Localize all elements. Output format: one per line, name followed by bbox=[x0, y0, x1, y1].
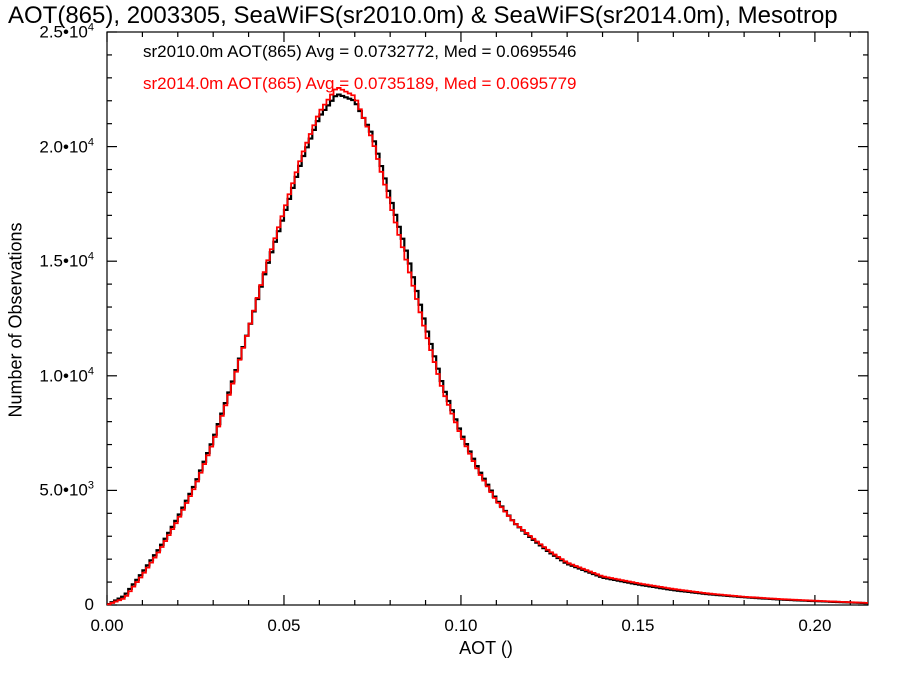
x-tick-label: 0.20 bbox=[798, 616, 832, 635]
legend-entry-series-1: sr2010.0m AOT(865) Avg = 0.0732772, Med … bbox=[143, 42, 577, 61]
y-tick-label: 5.0•103 bbox=[39, 480, 94, 500]
y-tick-label: 1.5•104 bbox=[39, 250, 94, 271]
x-tick-label: 0.15 bbox=[621, 616, 655, 635]
x-axis-label: AOT () bbox=[459, 638, 513, 658]
histogram-series-1 bbox=[107, 93, 868, 606]
y-axis-label: Number of Observations bbox=[5, 222, 26, 418]
chart-title: AOT(865), 2003305, SeaWiFS(sr2010.0m) & … bbox=[8, 2, 838, 29]
series-group bbox=[107, 87, 868, 606]
y-tick-label: 2.0•104 bbox=[39, 136, 94, 156]
axis-ticks bbox=[106, 31, 868, 606]
x-tick-label: 0.05 bbox=[267, 616, 301, 635]
y-tick-label: 1.0•104 bbox=[39, 365, 94, 386]
y-tick-label: 2.5•104 bbox=[39, 21, 94, 42]
x-tick-label: 0.00 bbox=[90, 616, 124, 635]
x-tick-label: 0.10 bbox=[444, 616, 478, 635]
plot-frame bbox=[106, 31, 869, 606]
y-tick-label: 0 bbox=[84, 595, 94, 614]
legend-entry-series-2: sr2014.0m AOT(865) Avg = 0.0735189, Med … bbox=[143, 74, 577, 93]
histogram-series-2 bbox=[107, 87, 868, 606]
